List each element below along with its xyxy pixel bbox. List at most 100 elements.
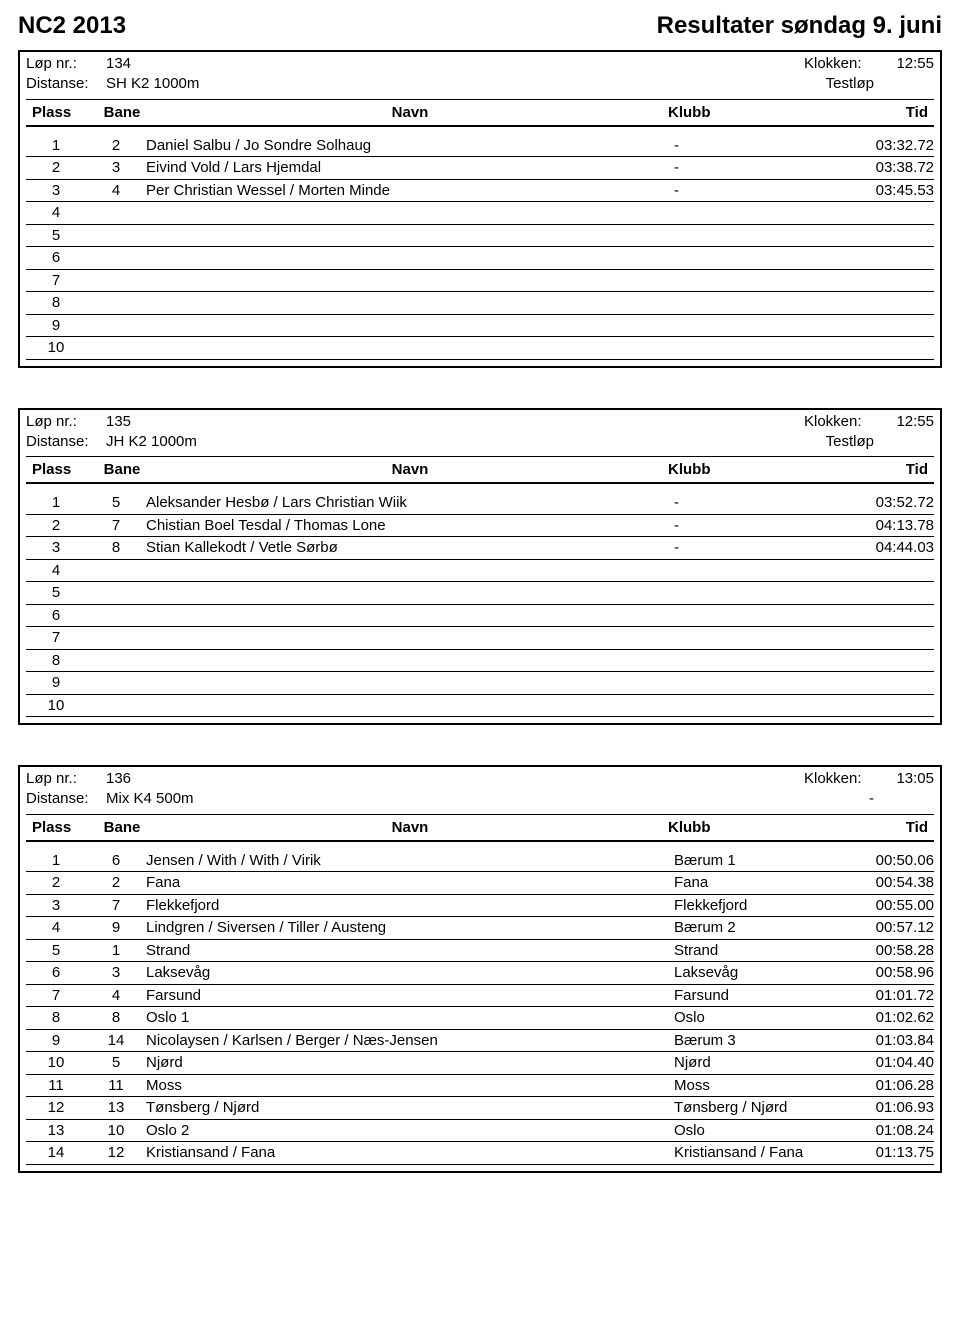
cell-bane (86, 651, 146, 671)
cell-tid: 03:32.72 (854, 136, 934, 156)
table-row: 5 (26, 582, 934, 605)
cell-tid: 01:03.84 (854, 1031, 934, 1051)
cell-bane (86, 696, 146, 716)
cell-tid (854, 651, 934, 671)
cell-klubb: Bærum 1 (674, 851, 854, 871)
table-row: 914Nicolaysen / Karlsen / Berger / Næs-J… (26, 1030, 934, 1053)
race-meta: Løp nr.:134Klokken:12:55Distanse:SH K2 1… (20, 52, 940, 131)
cell-bane (86, 583, 146, 603)
cell-klubb (674, 628, 854, 648)
cell-bane: 1 (86, 941, 146, 961)
cell-klubb (674, 203, 854, 223)
cell-klubb (674, 651, 854, 671)
cell-bane (86, 271, 146, 291)
klokken-value: 12:55 (874, 412, 934, 432)
lop-value: 134 (106, 54, 131, 74)
table-row: 15Aleksander Hesbø / Lars Christian Wiik… (26, 492, 934, 515)
cell-plass: 9 (26, 316, 86, 336)
cell-navn (146, 338, 674, 358)
cell-plass: 5 (26, 226, 86, 246)
cell-plass: 6 (26, 248, 86, 268)
col-navn: Navn (152, 104, 668, 121)
cell-navn: Flekkefjord (146, 896, 674, 916)
cell-plass: 8 (26, 651, 86, 671)
cell-tid (854, 561, 934, 581)
cell-navn: Daniel Salbu / Jo Sondre Solhaug (146, 136, 674, 156)
col-tid: Tid (848, 819, 928, 836)
table-row: 51StrandStrand00:58.28 (26, 940, 934, 963)
cell-tid (854, 583, 934, 603)
cell-plass: 11 (26, 1076, 86, 1096)
cell-navn: Kristiansand / Fana (146, 1143, 674, 1163)
col-navn: Navn (152, 819, 668, 836)
cell-navn (146, 696, 674, 716)
column-header: PlassBaneNavnKlubbTid (26, 814, 934, 842)
cell-bane: 3 (86, 158, 146, 178)
rows-container: 15Aleksander Hesbø / Lars Christian Wiik… (20, 488, 940, 723)
distanse-value: JH K2 1000m (106, 432, 197, 452)
klokken-label: Klokken: (804, 769, 874, 789)
cell-tid: 00:54.38 (854, 873, 934, 893)
cell-bane (86, 248, 146, 268)
cell-plass: 7 (26, 628, 86, 648)
cell-plass: 3 (26, 181, 86, 201)
cell-klubb: Njørd (674, 1053, 854, 1073)
race-meta: Løp nr.:135Klokken:12:55Distanse:JH K2 1… (20, 410, 940, 489)
lop-value: 135 (106, 412, 131, 432)
lop-label: Løp nr.: (26, 54, 106, 74)
cell-tid (854, 696, 934, 716)
cell-navn (146, 293, 674, 313)
cell-klubb: Fana (674, 873, 854, 893)
cell-tid: 03:38.72 (854, 158, 934, 178)
col-navn: Navn (152, 461, 668, 478)
cell-plass: 14 (26, 1143, 86, 1163)
table-row: 10 (26, 695, 934, 718)
cell-bane (86, 203, 146, 223)
cell-navn: Laksevåg (146, 963, 674, 983)
table-row: 7 (26, 627, 934, 650)
cell-klubb (674, 271, 854, 291)
cell-klubb (674, 316, 854, 336)
table-row: 8 (26, 292, 934, 315)
race-block: Løp nr.:134Klokken:12:55Distanse:SH K2 1… (18, 50, 942, 368)
cell-tid: 04:13.78 (854, 516, 934, 536)
cell-bane: 9 (86, 918, 146, 938)
cell-plass: 4 (26, 203, 86, 223)
cell-tid: 00:55.00 (854, 896, 934, 916)
distanse-label: Distanse: (26, 432, 106, 452)
klokken-label: Klokken: (804, 54, 874, 74)
column-header: PlassBaneNavnKlubbTid (26, 99, 934, 127)
cell-bane (86, 293, 146, 313)
lop-label: Løp nr.: (26, 412, 106, 432)
cell-bane (86, 673, 146, 693)
cell-navn (146, 271, 674, 291)
cell-plass: 1 (26, 493, 86, 513)
cell-klubb: - (674, 181, 854, 201)
cell-bane: 8 (86, 1008, 146, 1028)
cell-tid: 01:01.72 (854, 986, 934, 1006)
cell-navn: Strand (146, 941, 674, 961)
klokken-value: 13:05 (874, 769, 934, 789)
table-row: 1310Oslo 2Oslo01:08.24 (26, 1120, 934, 1143)
cell-bane: 8 (86, 538, 146, 558)
cell-bane (86, 606, 146, 626)
cell-navn: Eivind Vold / Lars Hjemdal (146, 158, 674, 178)
cell-tid: 00:58.28 (854, 941, 934, 961)
cell-navn (146, 606, 674, 626)
cell-navn (146, 248, 674, 268)
cell-plass: 2 (26, 516, 86, 536)
cell-navn: Aleksander Hesbø / Lars Christian Wiik (146, 493, 674, 513)
cell-navn: Tønsberg / Njørd (146, 1098, 674, 1118)
cell-plass: 10 (26, 338, 86, 358)
table-row: 16Jensen / With / With / VirikBærum 100:… (26, 850, 934, 873)
cell-tid (854, 316, 934, 336)
distanse-value: Mix K4 500m (106, 789, 194, 809)
cell-bane: 14 (86, 1031, 146, 1051)
col-klubb: Klubb (668, 104, 848, 121)
cell-tid: 01:08.24 (854, 1121, 934, 1141)
cell-bane: 5 (86, 493, 146, 513)
cell-navn: Nicolaysen / Karlsen / Berger / Næs-Jens… (146, 1031, 674, 1051)
cell-plass: 6 (26, 963, 86, 983)
cell-klubb (674, 673, 854, 693)
cell-klubb: Flekkefjord (674, 896, 854, 916)
